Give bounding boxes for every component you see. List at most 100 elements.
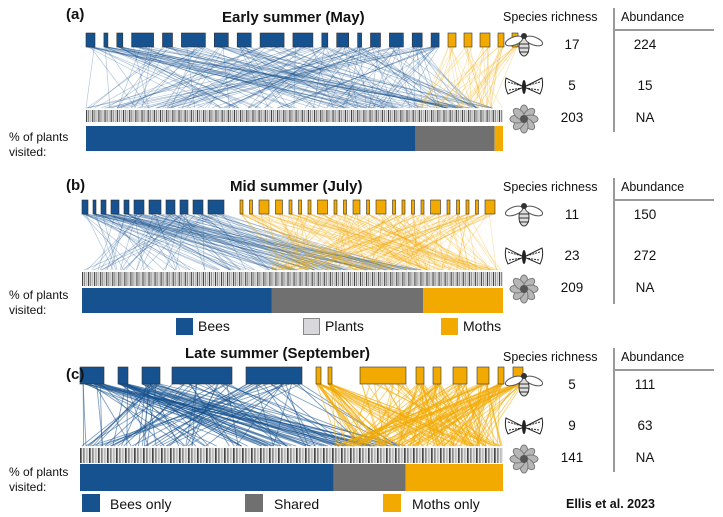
bee-plant-link	[222, 46, 230, 109]
plant-node	[182, 110, 184, 122]
bee-plant-link	[93, 213, 412, 271]
bee-plant-link	[157, 213, 294, 271]
plant-node	[450, 272, 452, 286]
bee-node	[117, 366, 129, 385]
plant-node	[157, 110, 160, 122]
bee-plant-link	[225, 46, 348, 109]
bee-node	[214, 32, 229, 48]
plant-node	[422, 272, 424, 286]
moth-plant-link	[475, 383, 522, 447]
moth-plant-link	[366, 213, 492, 271]
moth-plant-link	[402, 213, 486, 271]
plants-abundance-value: NA	[635, 110, 655, 125]
bee-plant-link	[205, 383, 285, 447]
bee-plant-link	[389, 46, 457, 109]
moth-plant-link	[333, 383, 383, 447]
plant-node	[290, 448, 292, 463]
bee-plant-link	[112, 213, 150, 271]
plant-node	[331, 272, 333, 286]
moth-plant-link	[294, 213, 299, 271]
plant-node	[134, 448, 136, 463]
bee-node	[245, 366, 303, 385]
moth-plant-link	[273, 213, 335, 271]
bee-plant-link	[99, 213, 138, 271]
plant-node	[281, 448, 283, 463]
bee-plant-link	[83, 213, 213, 271]
bee-plant-link	[247, 46, 302, 109]
bee-plant-link	[91, 46, 366, 109]
plant-node	[456, 272, 458, 286]
bee-plant-link	[220, 46, 383, 109]
bee-plant-link	[110, 213, 126, 271]
bee-plant-link	[281, 46, 383, 109]
bee-plant-link	[104, 46, 149, 109]
plant-node	[295, 272, 297, 286]
bee-plant-link	[339, 46, 399, 109]
plant-node	[368, 448, 370, 463]
moth-plant-link	[304, 213, 479, 271]
plant-node	[285, 110, 287, 122]
header-species-richness: Species richness	[503, 180, 598, 194]
plant-node	[108, 110, 110, 122]
plant-node	[120, 272, 122, 286]
plant-node	[356, 448, 358, 463]
moth-node	[239, 199, 244, 215]
plant-node	[210, 272, 213, 286]
bee-node	[336, 32, 350, 48]
moths-richness-value: 9	[568, 418, 576, 433]
plant-node	[373, 110, 375, 122]
bee-plant-link	[383, 46, 436, 109]
plant-node	[414, 272, 416, 286]
moth-plant-link	[296, 213, 479, 271]
moth-plant-link	[456, 213, 468, 271]
moth-plant-link	[465, 46, 503, 109]
plant-node	[359, 272, 362, 286]
moth-plant-link	[308, 213, 429, 271]
bee-plant-link	[105, 46, 316, 109]
plant-node	[355, 110, 357, 122]
moth-node	[430, 199, 441, 215]
bee-plant-link	[189, 383, 230, 447]
moth-plant-link	[329, 383, 393, 447]
plant-node	[251, 272, 253, 286]
bee-plant-link	[117, 46, 297, 109]
moth-plant-link	[280, 213, 489, 271]
moth-plant-link	[323, 213, 400, 271]
bee-plant-link	[141, 383, 273, 447]
plant-node	[273, 272, 275, 286]
moth-plant-link	[300, 213, 427, 271]
plant-node	[173, 448, 175, 463]
moth-plant-link	[394, 213, 476, 271]
plant-node	[120, 110, 123, 122]
bee-node	[171, 366, 233, 385]
moth-plant-link	[396, 383, 420, 447]
percent-label-line2: visited:	[9, 480, 47, 494]
plant-node	[346, 110, 349, 122]
panel-a-label: (a)	[66, 6, 85, 23]
moth-plant-link	[449, 46, 487, 109]
moth-plant-link	[300, 213, 477, 271]
bee-plant-link	[126, 213, 230, 271]
moth-plant-link	[380, 383, 517, 447]
plant-node	[401, 448, 403, 463]
bee-plant-link	[106, 46, 470, 109]
bee-plant-link	[180, 213, 367, 271]
plant-node	[167, 448, 169, 463]
bee-plant-link	[106, 213, 127, 271]
bee-node	[123, 199, 130, 215]
moth-node	[446, 199, 451, 215]
plant-node	[303, 110, 305, 122]
plant-node	[335, 272, 337, 286]
bee-plant-link	[180, 213, 231, 271]
moth-plant-link	[412, 213, 462, 271]
moth-plant-link	[353, 213, 475, 271]
bees-only-bar	[82, 288, 272, 313]
plant-node	[154, 272, 156, 286]
table-divider-horizontal	[613, 369, 714, 371]
plant-node	[186, 110, 188, 122]
plants-richness-value: 141	[560, 450, 584, 465]
plant-node	[272, 448, 274, 463]
plant-node	[347, 272, 349, 286]
moth-plant-link	[475, 46, 484, 109]
bee-plant-link	[149, 383, 209, 447]
